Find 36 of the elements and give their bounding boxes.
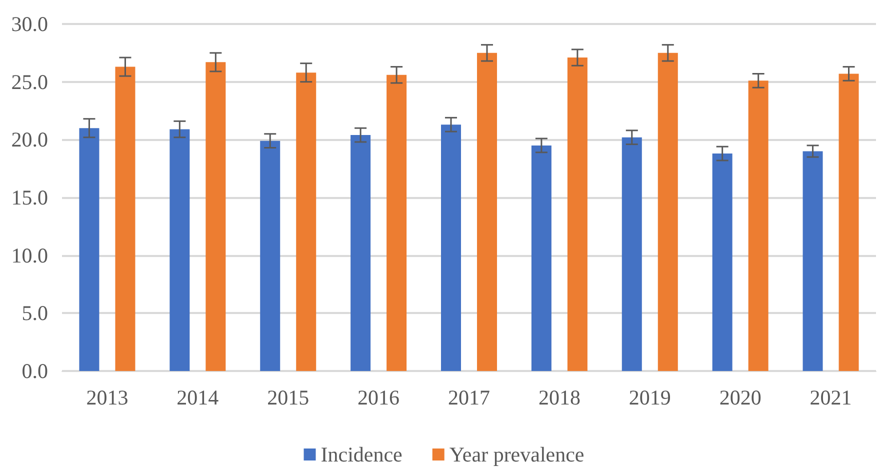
y-tick-label: 0.0 [22, 359, 48, 383]
bar [79, 128, 100, 371]
legend-label: Incidence [320, 442, 402, 466]
bar [477, 52, 497, 371]
y-tick-label: 25.0 [11, 70, 48, 94]
x-tick-label: 2014 [176, 386, 220, 410]
bar [531, 145, 552, 371]
legend-label: Year prevalence [449, 442, 584, 466]
bar [622, 137, 642, 371]
bar [658, 52, 678, 371]
x-tick-label: 2016 [358, 386, 400, 410]
x-tick-label: 2019 [628, 386, 671, 410]
bar [206, 62, 226, 371]
x-tick-label: 2021 [810, 386, 852, 410]
bar [712, 154, 732, 371]
y-tick-label: 5.0 [22, 301, 48, 326]
bar [296, 72, 316, 371]
bar [567, 58, 588, 371]
bar [441, 124, 461, 371]
x-tick-label: 2017 [448, 386, 490, 410]
bar [838, 74, 859, 371]
bar [386, 74, 407, 371]
y-tick-label: 15.0 [11, 186, 48, 210]
y-tick-label: 20.0 [11, 128, 48, 152]
x-tick-label: 2018 [538, 386, 580, 410]
bar [748, 80, 768, 371]
bar [802, 151, 823, 371]
x-tick-label: 2015 [267, 386, 310, 410]
y-tick-label: 10.0 [11, 243, 48, 268]
x-tick-label: 2013 [86, 386, 128, 410]
bar [115, 66, 136, 371]
y-tick-label: 30.0 [11, 12, 48, 36]
x-tick-label: 2020 [719, 386, 762, 410]
bar [260, 140, 280, 371]
bar [350, 135, 371, 371]
bar [170, 129, 190, 371]
